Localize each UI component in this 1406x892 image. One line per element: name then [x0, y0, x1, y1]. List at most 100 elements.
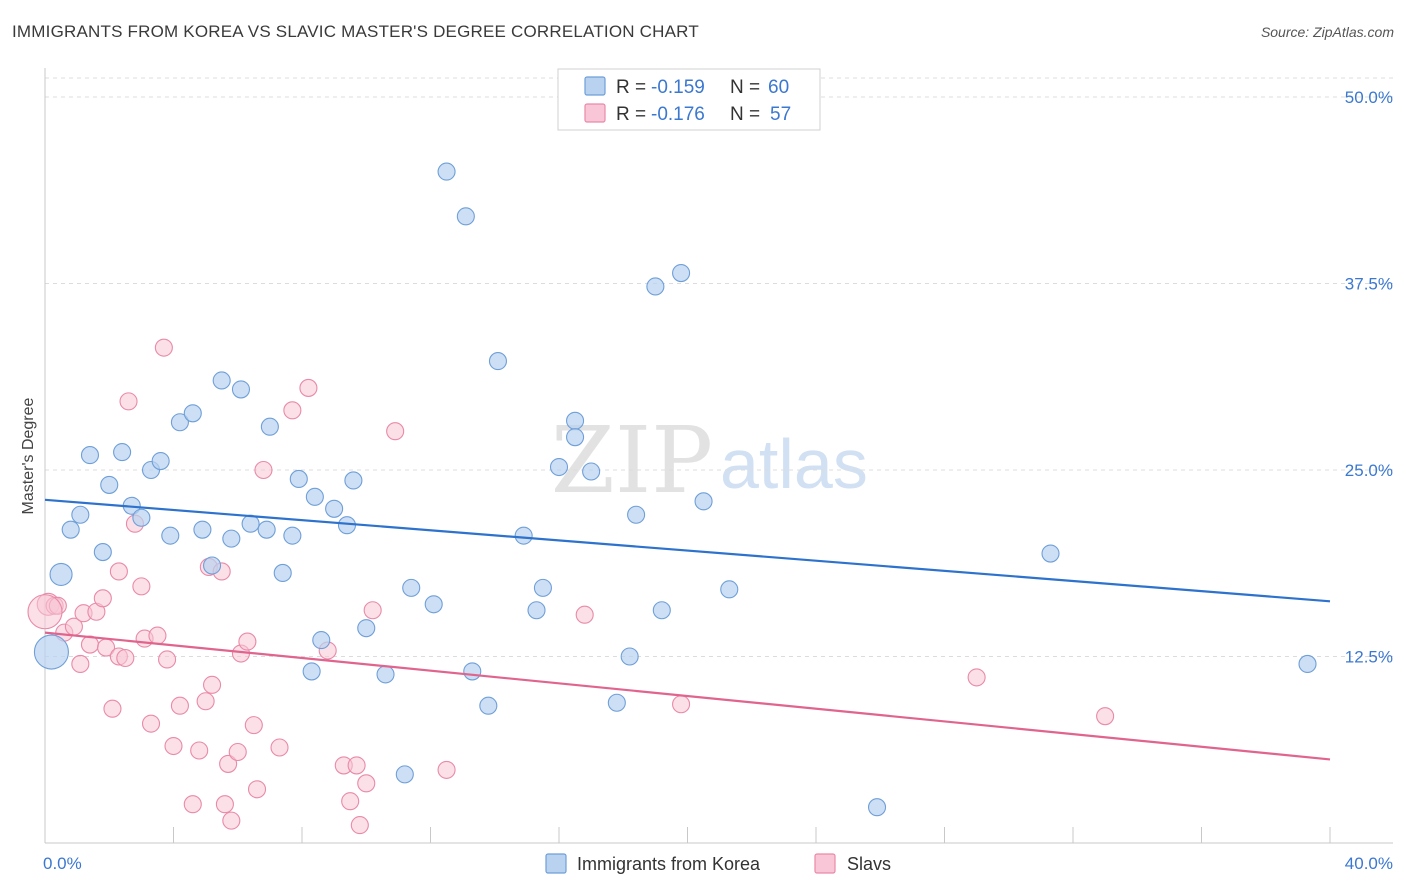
slavs-point	[341, 792, 360, 811]
korea-point	[527, 601, 546, 620]
slavs-point	[109, 562, 128, 581]
slavs-point	[132, 577, 151, 596]
bottom-legend-label-slavs: Slavs	[847, 854, 891, 874]
legend-n-value-korea: 60	[768, 77, 789, 98]
korea-point	[113, 443, 132, 462]
slavs-point	[183, 795, 202, 814]
korea-point	[161, 526, 180, 545]
trend-lines	[44, 498, 1331, 761]
korea-point	[1041, 544, 1060, 563]
bottom-legend-swatch-korea	[545, 853, 567, 874]
korea-point	[549, 457, 569, 477]
legend-swatch-korea	[584, 76, 606, 96]
slavs-point	[164, 736, 183, 756]
korea-point	[231, 380, 251, 399]
scatter-points	[27, 162, 1317, 835]
korea-point	[582, 462, 601, 481]
korea-point	[212, 371, 231, 390]
korea-point	[395, 765, 414, 784]
bottom-legend-swatch-slavs	[814, 853, 836, 874]
korea-point	[93, 543, 112, 562]
slavs-point	[219, 754, 238, 773]
slavs-point	[116, 648, 135, 668]
korea-point	[302, 662, 321, 681]
slavs-point	[215, 795, 234, 814]
slavs-point	[437, 760, 456, 779]
korea-point	[283, 526, 302, 545]
slavs-point	[222, 811, 241, 830]
korea-point	[49, 562, 73, 586]
korea-point	[289, 469, 308, 489]
slavs-point	[148, 626, 167, 645]
korea-point	[80, 446, 100, 465]
slavs-point	[1096, 707, 1115, 726]
korea-point	[344, 471, 363, 490]
korea-point	[203, 556, 222, 575]
korea-point	[260, 417, 279, 436]
korea-point	[566, 411, 585, 430]
slavs-point	[203, 675, 222, 694]
slavs-point	[228, 742, 247, 762]
korea-point	[222, 529, 241, 548]
korea-point	[241, 514, 260, 533]
korea-point	[437, 162, 456, 181]
korea-point	[566, 428, 585, 447]
slavs-point	[672, 695, 691, 714]
korea-point	[61, 520, 80, 539]
korea-point	[257, 520, 276, 539]
slavs-point	[967, 668, 986, 687]
korea-point	[463, 662, 482, 681]
korea-point	[456, 207, 475, 226]
korea-point	[170, 413, 189, 432]
slavs-point	[254, 460, 273, 480]
korea-point	[424, 595, 443, 614]
watermark-atlas: atlas	[720, 425, 868, 503]
slavs-point	[357, 774, 376, 793]
korea-point	[646, 277, 665, 296]
korea-point	[720, 580, 739, 599]
korea-point	[312, 631, 331, 650]
slavs-point	[238, 632, 257, 651]
slavs-point	[386, 422, 405, 441]
legend-swatch-slavs	[584, 103, 606, 123]
legend-n-value-slavs: 57	[770, 104, 791, 125]
korea-trend-line	[44, 498, 1331, 603]
slavs-point	[247, 780, 267, 799]
bottom-legend-label-korea: Immigrants from Korea	[577, 854, 761, 874]
korea-point	[193, 520, 212, 539]
korea-point	[1298, 654, 1317, 674]
korea-point	[672, 264, 691, 283]
korea-point	[514, 526, 533, 545]
slavs-point	[71, 654, 90, 674]
korea-point	[325, 499, 344, 518]
slavs-point	[244, 716, 263, 735]
slavs-point	[93, 589, 112, 608]
x-tick-label: 40.0%	[1345, 854, 1393, 873]
korea-point	[132, 508, 151, 527]
y-tick-label: 37.5%	[1345, 275, 1393, 294]
korea-point	[607, 693, 626, 712]
slavs-point	[158, 650, 177, 669]
correlation-legend: R = -0.159 N = 60 R = -0.176 N = 57	[557, 68, 821, 131]
slavs-point	[347, 756, 366, 775]
korea-point	[652, 601, 671, 620]
chart-title: IMMIGRANTS FROM KOREA VS SLAVIC MASTER'S…	[12, 22, 699, 41]
korea-point	[305, 487, 324, 506]
slavs-trend-line	[44, 631, 1331, 761]
korea-point	[100, 475, 119, 494]
x-tick-label: 0.0%	[43, 854, 82, 873]
slavs-point	[170, 696, 189, 715]
korea-point	[376, 665, 395, 684]
legend-n-label-slavs: N =	[730, 104, 760, 125]
korea-point	[627, 505, 646, 524]
legend-r-label-slavs: R =	[616, 104, 646, 125]
korea-point	[33, 634, 69, 670]
axis-labels: 12.5% 25.0% 37.5% 50.0% 0.0% 40.0%	[43, 88, 1393, 873]
korea-point	[533, 578, 552, 597]
slavs-point	[283, 401, 302, 420]
y-axis-label: Master's Degree	[20, 397, 37, 514]
legend-r-value-slavs: -0.176	[651, 104, 705, 125]
korea-point	[620, 647, 639, 666]
slavs-point	[103, 699, 122, 718]
